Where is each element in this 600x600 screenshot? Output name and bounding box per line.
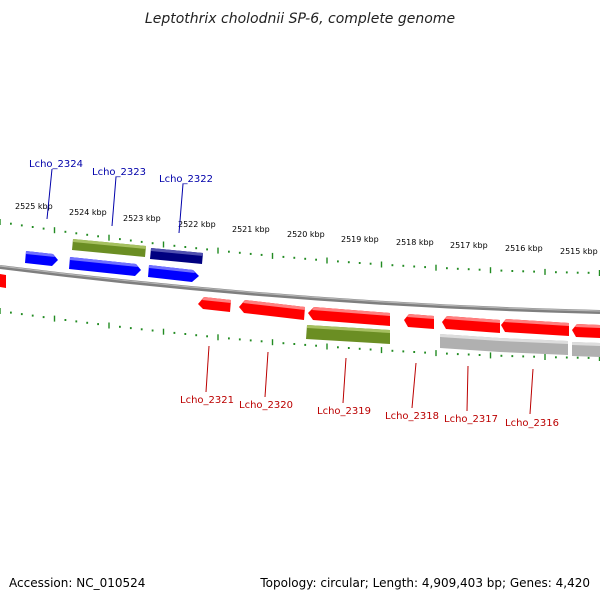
gene-arrow[interactable] — [0, 274, 6, 288]
kbp-label: 2522 kbp — [178, 220, 216, 229]
gene-label[interactable]: Lcho_2322 — [159, 174, 213, 185]
kbp-label: 2521 kbp — [232, 225, 270, 234]
bottom-gene-labels: Lcho_2321 Lcho_2320 Lcho_2319 Lcho_2318 … — [180, 345, 559, 429]
kbp-label: 2519 kbp — [341, 235, 379, 244]
gene-label[interactable]: Lcho_2320 — [239, 400, 293, 411]
genome-backbone — [0, 265, 600, 314]
gene-arrow[interactable] — [239, 300, 305, 320]
kbp-label: 2523 kbp — [123, 214, 161, 223]
gene-label[interactable]: Lcho_2316 — [505, 418, 559, 429]
kbp-label: 2516 kbp — [505, 244, 543, 253]
page-title: Leptothrix cholodnii SP-6, complete geno… — [145, 11, 455, 27]
gene-label[interactable]: Lcho_2323 — [92, 167, 146, 178]
kbp-label: 2518 kbp — [396, 238, 434, 247]
scale-labels: 2525 kbp 2524 kbp 2523 kbp 2522 kbp 2521… — [15, 202, 598, 256]
kbp-label: 2525 kbp — [15, 202, 53, 211]
gene-label[interactable]: Lcho_2324 — [29, 159, 83, 170]
scale-ticks-top — [0, 219, 600, 276]
gene-label[interactable]: Lcho_2318 — [385, 411, 439, 422]
accession-text: Accession: NC_010524 — [9, 576, 145, 590]
reverse-genes — [0, 274, 600, 357]
gene-label[interactable]: Lcho_2319 — [317, 406, 371, 417]
top-gene-labels: Lcho_2324 Lcho_2323 Lcho_2322 — [29, 159, 213, 234]
kbp-label: 2515 kbp — [560, 247, 598, 256]
genome-summary-text: Topology: circular; Length: 4,909,403 bp… — [259, 576, 590, 590]
kbp-label: 2520 kbp — [287, 230, 325, 239]
forward-genes — [25, 239, 203, 282]
kbp-label: 2524 kbp — [69, 208, 107, 217]
gene-label[interactable]: Lcho_2321 — [180, 395, 234, 406]
gene-label[interactable]: Lcho_2317 — [444, 414, 498, 425]
kbp-label: 2517 kbp — [450, 241, 488, 250]
